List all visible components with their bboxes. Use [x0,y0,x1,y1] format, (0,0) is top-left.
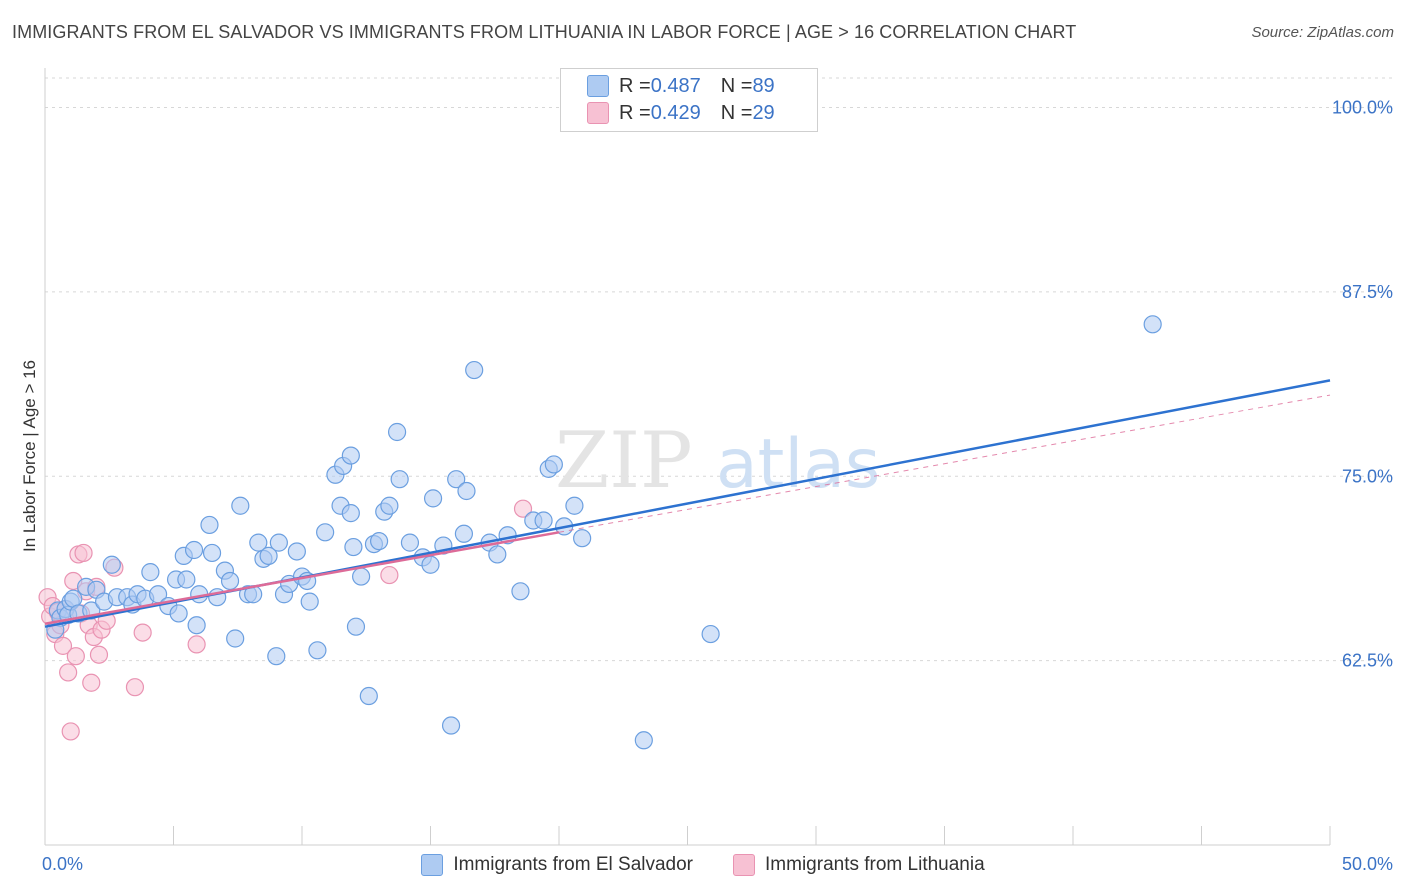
el-salvador-points [46,315,1162,750]
el-salvador-point [573,529,592,548]
axis-labels: 62.5% 75.0% 87.5% 100.0% 0.0% 50.0% [42,98,1393,875]
lithuania-point [66,647,85,666]
el-salvador-point [187,616,206,635]
el-salvador-point [141,563,160,582]
legend-n-value: 29 [752,101,775,124]
el-salvador-point [177,570,196,589]
lithuania-point [133,623,152,642]
lithuania-point [513,499,533,518]
el-salvador-point [544,455,563,474]
el-salvador-point [249,533,268,552]
el-salvador-point [390,470,409,489]
legend-swatch-blue [587,75,609,97]
trend-lines [44,379,1331,628]
legend-label: Immigrants from El Salvador [453,854,694,875]
correlation-legend: R = 0.487 N = 89 R = 0.429 N = 29 [560,68,818,132]
legend-swatch-blue [421,854,444,876]
y-tick-label: 87.5% [1342,282,1393,302]
legend-r-label: R = [619,101,651,124]
watermark-atlas: atlas [716,425,880,504]
legend-swatch-pink [733,854,756,876]
el-salvador-point [300,592,319,611]
y-axis-title: In Labor Force | Age > 16 [20,360,39,552]
axes [44,68,1331,846]
lithuania-point [74,543,93,563]
el-salvador-point [267,647,286,666]
legend-n-label: N = [720,101,753,124]
el-salvador-point [184,540,204,560]
legend-r-value: 0.429 [650,101,701,124]
el-salvador-point [316,523,335,542]
el-salvador-point [341,446,360,465]
el-salvador-point [308,641,327,660]
watermark-zip: ZIP [555,416,693,506]
series-legend: Immigrants from El Salvador Immigrants f… [0,851,1406,879]
el-salvador-point [457,481,476,501]
el-salvador-point [465,360,484,380]
legend-r-label: R = [619,74,651,97]
lithuania-point [89,645,109,664]
el-salvador-point [344,537,363,557]
lithuania-point [61,722,80,741]
lithuania-point [380,565,399,585]
legend-n-label: N = [720,74,753,97]
lithuania-point [82,673,101,692]
grid-lines [45,77,1392,662]
el-salvador-point [1143,315,1162,334]
lithuania-point [187,635,206,654]
el-salvador-point [287,542,306,561]
y-tick-label: 75.0% [1342,466,1393,486]
el-salvador-point [226,629,245,648]
x-tick-label: 50.0% [1342,854,1393,874]
legend-row-lithuania: R = 0.429 N = 29 [587,100,775,126]
el-salvador-point [346,617,366,636]
legend-n-value: 89 [752,74,775,97]
el-salvador-point [511,582,530,601]
el-salvador-point [634,731,653,750]
el-salvador-point [370,532,389,551]
el-salvador-point [534,511,553,530]
el-salvador-point [231,496,250,515]
el-salvador-point [423,489,443,508]
el-salvador-point [380,496,399,515]
el-salvador-point [387,422,407,442]
legend-label: Immigrants from Lithuania [765,854,985,875]
legend-r-value: 0.487 [650,74,701,97]
el-salvador-point [421,555,440,574]
legend-row-el-salvador: R = 0.487 N = 89 [587,73,775,99]
el-salvador-point [259,546,278,566]
el-salvador-point [454,524,474,543]
y-tick-label: 100.0% [1332,98,1393,118]
watermark: ZIP atlas [555,416,880,506]
lithuania-trendline-extension [558,394,1331,533]
legend-swatch-pink [587,102,609,124]
el-salvador-point [488,545,507,564]
el-salvador-point [102,555,121,574]
el-salvador-point [359,686,378,706]
chart-title: IMMIGRANTS FROM EL SALVADOR VS IMMIGRANT… [12,22,1077,42]
el-salvador-point [400,533,420,552]
el-salvador-point [220,571,240,591]
lithuania-point [53,636,73,655]
el-salvador-point [269,533,288,552]
el-salvador-point [169,604,188,623]
lithuania-trendline [44,531,560,625]
el-salvador-point [565,496,584,515]
el-salvador-point [200,515,219,535]
x-tick-label: 0.0% [42,854,83,874]
source-label: Source: ZipAtlas.com [1251,24,1394,41]
y-tick-label: 62.5% [1342,651,1393,671]
legend-item-el-salvador[interactable]: Immigrants from El Salvador [421,854,693,876]
el-salvador-point [701,624,720,644]
el-salvador-point [352,567,371,586]
lithuania-point [125,678,145,697]
lithuania-point [59,663,78,682]
el-salvador-point [441,716,461,735]
el-salvador-point [202,543,222,563]
el-salvador-point [447,470,466,489]
el-salvador-point [341,504,360,523]
legend-item-lithuania[interactable]: Immigrants from Lithuania [733,854,985,876]
